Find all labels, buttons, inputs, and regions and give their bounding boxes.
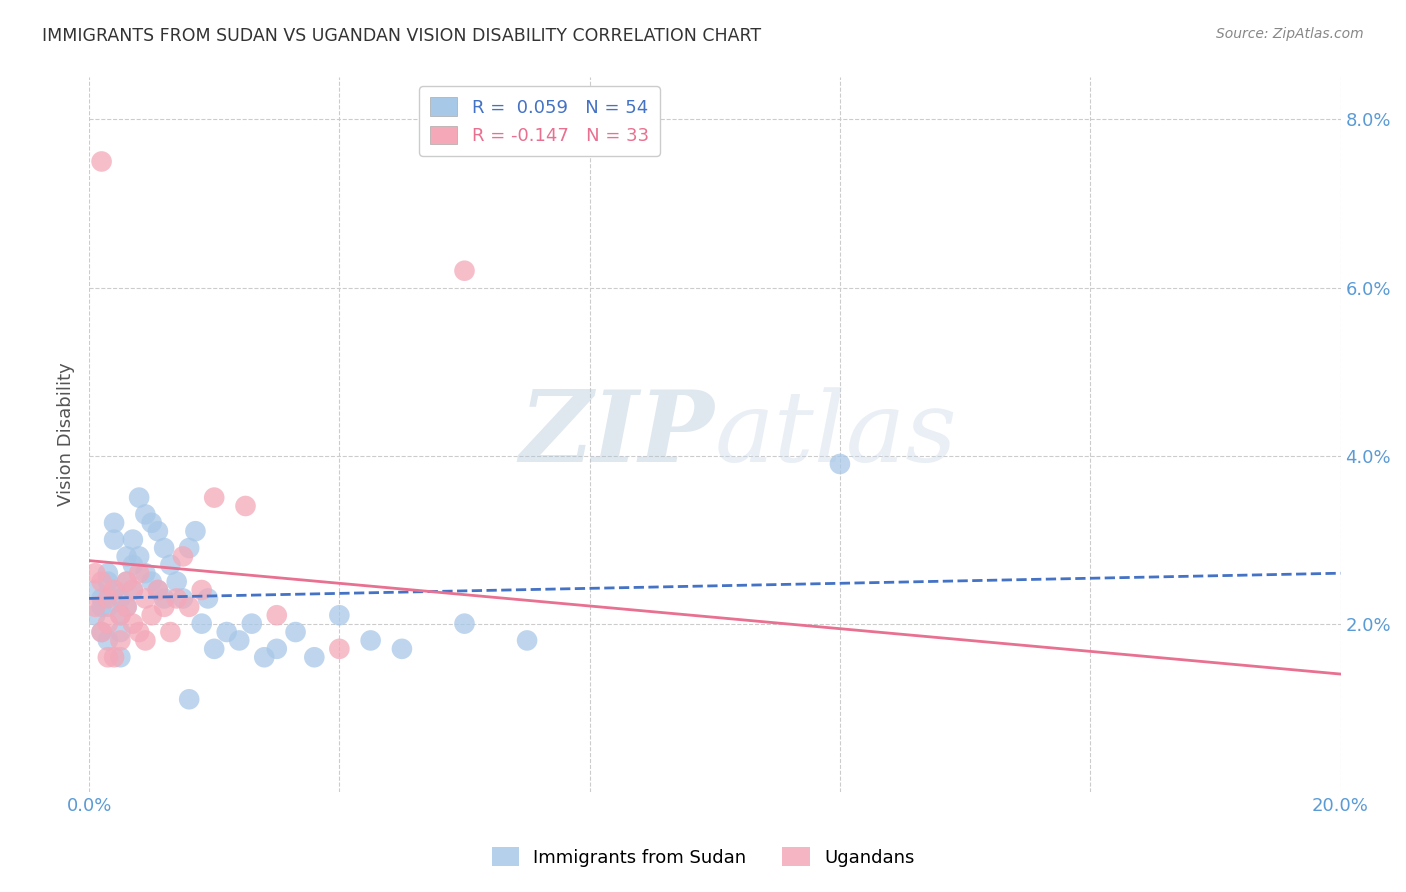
- Point: [134, 633, 156, 648]
- Legend: R =  0.059   N = 54, R = -0.147   N = 33: R = 0.059 N = 54, R = -0.147 N = 33: [419, 87, 659, 156]
- Point: [266, 641, 288, 656]
- Point: [184, 524, 207, 539]
- Point: [97, 591, 120, 606]
- Point: [141, 608, 163, 623]
- Point: [128, 625, 150, 640]
- Point: [360, 633, 382, 648]
- Point: [141, 574, 163, 589]
- Point: [228, 633, 250, 648]
- Point: [179, 692, 201, 706]
- Point: [115, 599, 138, 614]
- Point: [240, 616, 263, 631]
- Text: atlas: atlas: [714, 387, 957, 483]
- Point: [110, 608, 132, 623]
- Point: [103, 582, 125, 597]
- Point: [90, 599, 112, 614]
- Point: [202, 641, 225, 656]
- Point: [97, 566, 120, 581]
- Point: [134, 566, 156, 581]
- Point: [153, 591, 176, 606]
- Point: [166, 591, 188, 606]
- Point: [146, 582, 169, 597]
- Point: [179, 541, 201, 555]
- Point: [90, 574, 112, 589]
- Point: [90, 625, 112, 640]
- Point: [197, 591, 219, 606]
- Point: [97, 616, 120, 631]
- Point: [84, 608, 107, 623]
- Point: [516, 633, 538, 648]
- Point: [90, 625, 112, 640]
- Point: [328, 608, 350, 623]
- Text: ZIP: ZIP: [520, 386, 714, 483]
- Point: [190, 582, 212, 597]
- Point: [97, 650, 120, 665]
- Point: [391, 641, 413, 656]
- Point: [235, 499, 257, 513]
- Point: [134, 508, 156, 522]
- Point: [115, 574, 138, 589]
- Point: [166, 574, 188, 589]
- Point: [115, 599, 138, 614]
- Point: [215, 625, 238, 640]
- Point: [266, 608, 288, 623]
- Point: [172, 591, 194, 606]
- Point: [179, 599, 201, 614]
- Point: [453, 616, 475, 631]
- Point: [453, 263, 475, 277]
- Point: [122, 616, 145, 631]
- Point: [128, 491, 150, 505]
- Point: [84, 566, 107, 581]
- Point: [115, 549, 138, 564]
- Point: [90, 154, 112, 169]
- Point: [84, 599, 107, 614]
- Point: [284, 625, 307, 640]
- Point: [172, 549, 194, 564]
- Point: [110, 608, 132, 623]
- Point: [110, 591, 132, 606]
- Point: [304, 650, 326, 665]
- Point: [103, 516, 125, 530]
- Point: [97, 633, 120, 648]
- Point: [328, 641, 350, 656]
- Point: [110, 625, 132, 640]
- Point: [202, 491, 225, 505]
- Point: [153, 541, 176, 555]
- Point: [122, 582, 145, 597]
- Point: [128, 549, 150, 564]
- Point: [122, 582, 145, 597]
- Point: [103, 650, 125, 665]
- Text: Source: ZipAtlas.com: Source: ZipAtlas.com: [1216, 27, 1364, 41]
- Point: [110, 633, 132, 648]
- Point: [122, 558, 145, 572]
- Point: [122, 533, 145, 547]
- Point: [103, 533, 125, 547]
- Point: [103, 582, 125, 597]
- Point: [153, 599, 176, 614]
- Point: [134, 591, 156, 606]
- Point: [97, 574, 120, 589]
- Point: [141, 516, 163, 530]
- Point: [115, 574, 138, 589]
- Point: [97, 599, 120, 614]
- Point: [146, 524, 169, 539]
- Point: [128, 566, 150, 581]
- Point: [828, 457, 851, 471]
- Point: [84, 582, 107, 597]
- Point: [253, 650, 276, 665]
- Point: [146, 582, 169, 597]
- Point: [159, 625, 181, 640]
- Point: [90, 591, 112, 606]
- Point: [159, 558, 181, 572]
- Text: IMMIGRANTS FROM SUDAN VS UGANDAN VISION DISABILITY CORRELATION CHART: IMMIGRANTS FROM SUDAN VS UGANDAN VISION …: [42, 27, 761, 45]
- Legend: Immigrants from Sudan, Ugandans: Immigrants from Sudan, Ugandans: [485, 840, 921, 874]
- Point: [190, 616, 212, 631]
- Y-axis label: Vision Disability: Vision Disability: [58, 363, 75, 507]
- Point: [110, 650, 132, 665]
